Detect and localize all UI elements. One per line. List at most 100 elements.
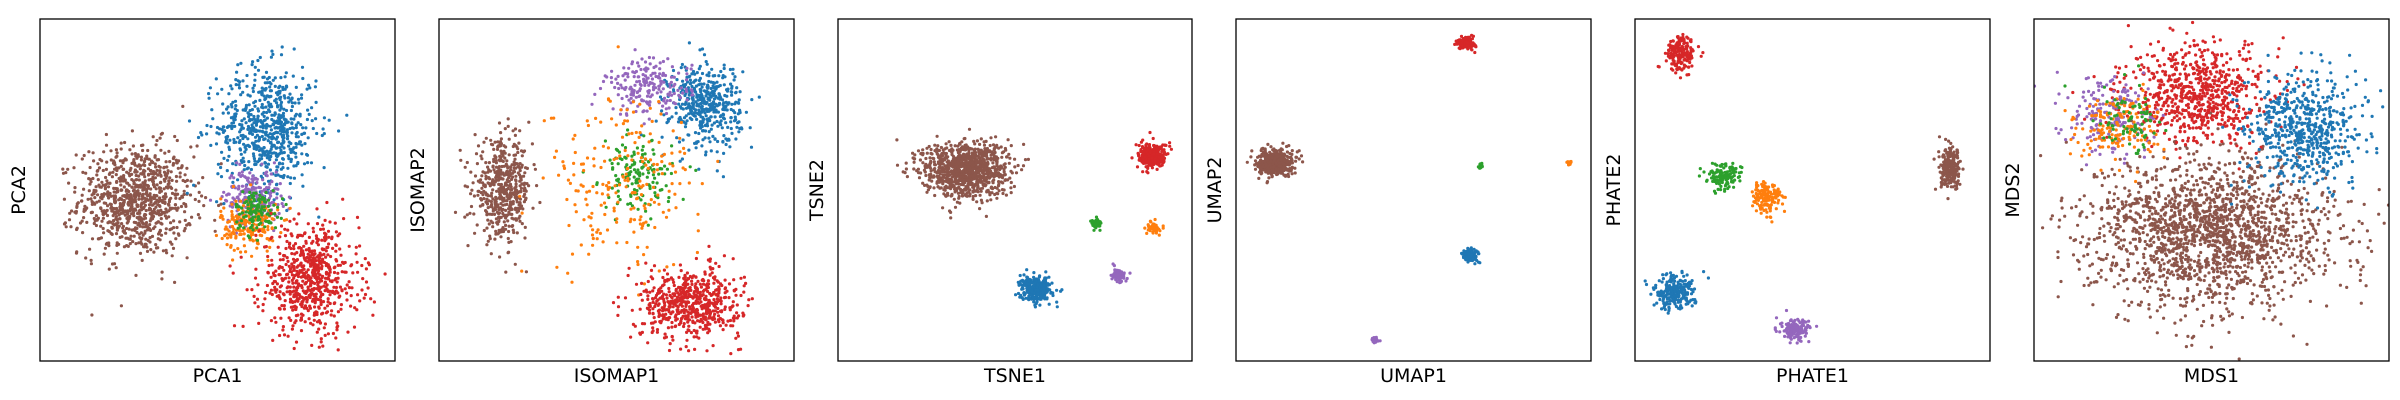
data-point: [651, 277, 655, 281]
data-point: [275, 146, 279, 150]
data-point: [623, 146, 628, 150]
data-point: [214, 142, 219, 146]
data-point: [677, 93, 681, 97]
data-point: [302, 256, 306, 260]
data-point: [504, 227, 508, 231]
data-point: [680, 157, 685, 161]
data-point: [624, 185, 628, 189]
data-point: [641, 110, 645, 114]
data-point: [730, 131, 734, 135]
data-point: [644, 69, 648, 73]
data-point: [267, 108, 271, 112]
data-point: [316, 275, 320, 279]
data-point: [231, 162, 235, 166]
data-point: [661, 275, 665, 280]
data-point: [657, 287, 661, 291]
data-point: [630, 158, 634, 162]
data-point: [240, 211, 244, 215]
data-point: [132, 234, 136, 238]
data-point: [702, 304, 707, 308]
data-point: [127, 194, 131, 198]
data-point: [210, 108, 214, 112]
data-point: [134, 173, 138, 178]
data-point: [260, 93, 264, 97]
data-point: [615, 220, 619, 224]
data-point: [733, 115, 737, 119]
data-point: [670, 144, 674, 148]
data-point: [573, 203, 577, 207]
data-point: [686, 300, 690, 304]
data-point: [248, 200, 252, 204]
data-point: [652, 200, 657, 204]
data-point: [482, 197, 486, 201]
data-point: [207, 96, 211, 100]
data-point: [255, 238, 260, 242]
data-point: [255, 246, 259, 250]
data-point: [141, 225, 145, 229]
data-point: [482, 228, 486, 233]
data-point: [270, 201, 274, 205]
data-point: [243, 201, 247, 205]
data-point: [662, 96, 667, 100]
data-point: [323, 333, 327, 337]
data-point: [707, 303, 711, 308]
data-point: [644, 261, 648, 265]
data-point: [476, 193, 480, 197]
data-point: [647, 160, 651, 164]
data-point: [157, 200, 161, 204]
data-point: [591, 243, 595, 247]
data-point: [336, 324, 340, 328]
data-point: [738, 109, 742, 114]
data-point: [501, 207, 505, 211]
data-point: [309, 161, 314, 165]
data-point: [139, 205, 143, 209]
data-point: [642, 282, 647, 286]
data-point: [306, 136, 310, 140]
data-point: [633, 141, 637, 145]
data-point: [718, 324, 723, 328]
data-point: [308, 304, 312, 308]
data-point: [1006, 138, 1010, 142]
data-point: [139, 155, 143, 159]
data-point: [504, 270, 508, 274]
data-point: [300, 93, 304, 97]
data-point: [109, 158, 113, 162]
data-point: [287, 316, 291, 320]
data-point: [700, 124, 704, 129]
data-point: [661, 210, 665, 214]
data-point: [524, 270, 529, 274]
data-point: [149, 248, 153, 252]
data-point: [662, 268, 667, 272]
data-point: [658, 95, 663, 99]
data-point: [358, 299, 362, 303]
data-point: [514, 162, 518, 166]
data-point: [243, 135, 247, 139]
data-point: [231, 185, 235, 189]
data-point: [82, 216, 86, 220]
data-point: [154, 165, 158, 169]
data-point: [127, 237, 131, 241]
data-point: [631, 190, 635, 195]
data-point: [570, 252, 575, 256]
data-point: [681, 283, 685, 287]
data-point: [296, 286, 300, 290]
data-point: [318, 321, 322, 325]
data-point: [305, 300, 309, 304]
data-point: [684, 114, 688, 118]
data-point: [685, 119, 689, 123]
data-point: [665, 99, 669, 103]
data-point: [119, 304, 123, 308]
data-point: [313, 85, 317, 89]
data-point: [666, 326, 671, 330]
data-point: [246, 111, 250, 115]
data-point: [491, 197, 495, 201]
data-point: [159, 233, 164, 237]
data-point: [261, 302, 265, 307]
data-point: [668, 316, 672, 320]
data-point: [279, 167, 283, 171]
data-point: [111, 170, 115, 174]
data-point: [715, 288, 719, 292]
data-point: [142, 196, 147, 200]
data-point: [277, 162, 281, 166]
data-point: [234, 202, 239, 206]
